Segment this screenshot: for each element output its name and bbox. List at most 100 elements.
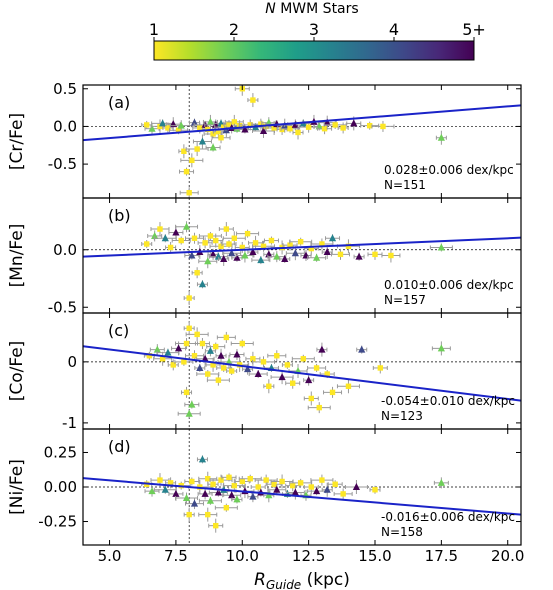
data-point: [202, 240, 208, 246]
x-axis-label-r: R: [254, 570, 266, 590]
data-point: [161, 234, 169, 242]
n-annotation: N=151: [384, 178, 426, 192]
data-point: [172, 489, 180, 497]
data-point: [153, 345, 161, 353]
data-point: [148, 487, 156, 495]
data-point: [183, 340, 190, 347]
data-point: [305, 124, 312, 130]
x-tick-label: 10.0: [226, 547, 259, 565]
data-point: [197, 125, 203, 131]
panel-label: (b): [108, 206, 131, 225]
data-point: [220, 365, 227, 371]
trend-line: [83, 104, 521, 142]
data-point: [278, 373, 286, 381]
data-point: [185, 409, 193, 417]
data-point: [183, 168, 190, 175]
data-point: [174, 344, 183, 352]
data-point: [220, 124, 227, 130]
x-tick-label: 20.0: [491, 547, 524, 565]
data-point: [268, 237, 275, 244]
data-point: [273, 485, 281, 493]
data-point: [249, 248, 257, 256]
data-point: [228, 249, 236, 257]
data-point: [214, 252, 222, 260]
colorbar-label: N MWM Stars: [265, 1, 358, 17]
data-point: [287, 125, 293, 132]
data-point: [223, 334, 230, 341]
data-point: [332, 122, 338, 128]
data-point: [209, 250, 217, 258]
colorbar-label-n: N: [265, 1, 276, 17]
data-point: [319, 241, 325, 247]
data-point: [144, 122, 150, 128]
data-point: [233, 253, 241, 261]
x-tick-label: 15.0: [358, 547, 391, 565]
data-point: [226, 474, 232, 481]
colorbar-tick-label: 5+: [462, 20, 486, 39]
data-point: [205, 511, 211, 518]
data-point: [209, 143, 217, 151]
data-point: [260, 359, 267, 365]
data-point: [205, 371, 211, 377]
colorbar-tick-label: 2: [229, 20, 239, 39]
data-point: [247, 122, 253, 128]
x-tick-label: 5.0: [98, 547, 122, 565]
data-point: [274, 353, 280, 359]
data-point: [355, 252, 363, 260]
data-point: [231, 119, 238, 125]
data-point: [308, 245, 314, 252]
data-point: [206, 117, 215, 125]
data-point: [220, 254, 228, 262]
data-point: [388, 252, 394, 259]
data-point: [186, 295, 192, 301]
data-point: [291, 249, 299, 257]
y-tick-label: 0.00: [44, 478, 77, 496]
data-point: [212, 120, 220, 128]
data-point: [144, 241, 150, 247]
data-point: [159, 119, 167, 127]
panel-b: 0.0 -0.5 (b) [Mn/Fe] 0.010±0.006 dex/kpcN=15…: [7, 197, 522, 316]
data-point: [308, 395, 314, 402]
data-point: [297, 239, 304, 245]
data-point: [308, 484, 314, 490]
data-point: [337, 251, 344, 258]
data-point: [157, 226, 163, 232]
data-point: [249, 492, 257, 500]
data-point: [157, 477, 163, 483]
slope-annotation: -0.016±0.006 dex/kpc: [381, 510, 515, 524]
data-point: [437, 133, 445, 141]
data-point: [228, 491, 236, 499]
data-point: [181, 359, 187, 365]
data-point: [340, 125, 346, 131]
data-point: [332, 481, 338, 487]
data-point: [231, 235, 238, 241]
data-point: [167, 244, 174, 251]
data-point: [161, 485, 169, 493]
data-point: [226, 121, 232, 127]
data-point: [239, 340, 245, 347]
data-point: [199, 340, 206, 347]
data-point: [157, 123, 163, 130]
data-point: [194, 331, 200, 338]
data-point: [300, 356, 307, 362]
data-point: [146, 353, 153, 359]
data-point: [194, 146, 200, 152]
data-point: [194, 270, 200, 276]
data-point: [198, 455, 207, 463]
panel-label: (a): [108, 93, 130, 112]
data-point: [186, 511, 192, 518]
data-point: [437, 344, 445, 352]
data-point: [291, 120, 299, 128]
data-point: [305, 376, 313, 384]
data-point: [380, 123, 386, 130]
data-point: [290, 380, 296, 386]
data-point: [239, 478, 245, 485]
data-point: [316, 404, 322, 411]
data-point: [279, 478, 285, 485]
data-point: [328, 234, 337, 242]
data-point: [210, 131, 216, 137]
data-point: [241, 251, 249, 259]
data-point: [250, 97, 256, 103]
data-point: [313, 365, 320, 371]
